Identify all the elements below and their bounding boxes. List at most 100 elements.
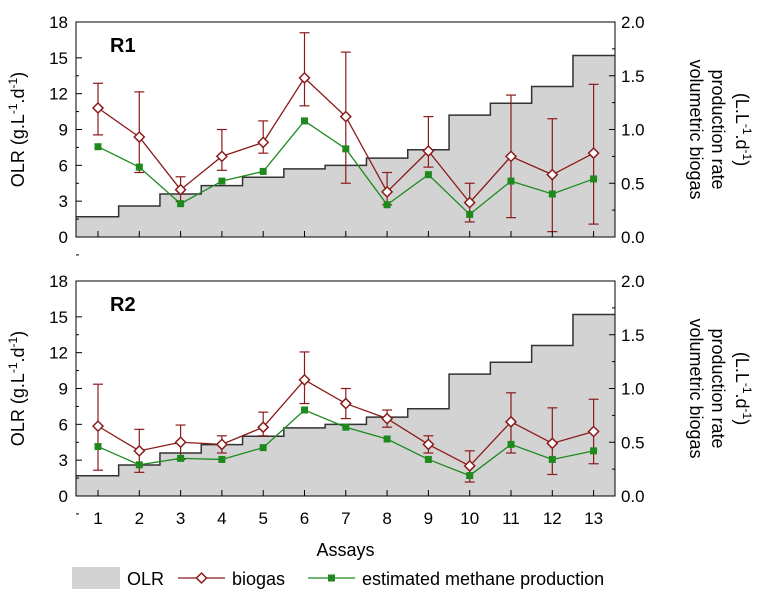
methane-point (424, 455, 432, 463)
biogas-point (174, 183, 187, 196)
left-tick-label: 3 (59, 192, 68, 211)
x-tick-label: 9 (424, 509, 433, 528)
right-axis-title-units-part: -1 (740, 124, 754, 135)
biogas-point (215, 438, 228, 451)
right-axis-title-units: (L.L-1.d-1) (732, 93, 754, 166)
methane-point (94, 143, 102, 151)
right-tick-label: 1.5 (621, 67, 645, 86)
panel-label: R1 (110, 35, 136, 57)
olr-area (76, 314, 615, 496)
x-tick-label: 13 (584, 509, 603, 528)
methane-point (548, 190, 556, 198)
left-axis-title-part: OLR (g.L (8, 373, 28, 446)
right-axis-title-line1: volumetric biogas (686, 318, 706, 458)
left-tick-label: 3 (59, 451, 68, 470)
biogas-point (381, 185, 394, 198)
legend-olr-swatch (72, 567, 120, 589)
methane-point (507, 440, 515, 448)
left-axis-title: OLR (g.L-1.d-1) (6, 72, 28, 187)
biogas-point (422, 438, 435, 451)
left-axis-title: OLR (g.L-1.d-1) (6, 331, 28, 446)
methane-point (507, 177, 515, 185)
left-tick-label: 18 (49, 272, 68, 291)
biogas-error-bar (216, 128, 227, 171)
right-tick-label: 1.0 (621, 121, 645, 140)
biogas-point (133, 444, 146, 457)
biogas-point (463, 459, 476, 472)
x-tick-label: 6 (300, 509, 309, 528)
left-tick-label: 12 (49, 344, 68, 363)
right-tick-label: 1.5 (621, 326, 645, 345)
left-tick-label: 6 (59, 415, 68, 434)
legend-methane-marker (328, 574, 335, 582)
right-axis-title-line2: production rate (708, 328, 728, 448)
methane-point (383, 435, 391, 443)
x-tick-label: 1 (93, 509, 102, 528)
legend-methane-label: estimated methane production (362, 569, 604, 589)
biogas-point (257, 136, 270, 149)
biogas-point (381, 412, 394, 425)
biogas-point (587, 147, 600, 160)
biogas-point (298, 373, 311, 386)
right-axis-title-units-part: -1 (740, 383, 754, 394)
biogas-point (257, 421, 270, 434)
legend-olr-label: OLR (127, 569, 164, 589)
legend: OLR biogas estimated methane production (72, 567, 604, 589)
methane-point (548, 455, 556, 463)
biogas-point (504, 415, 518, 428)
left-axis-title-part: -1 (6, 103, 20, 114)
panel-r1: 0 3 6 9 12 15 18 0.0 0.5 1.0 1.5 2.0 R1 (49, 13, 645, 256)
panel-r2: 0 3 6 9 12 15 18 0.0 0.5 1.0 1.5 2.0 R2 (49, 272, 645, 515)
methane-point (218, 455, 226, 463)
right-axis-title-units-part: ) (732, 419, 752, 425)
biogas-point (91, 420, 105, 433)
methane-point (135, 163, 143, 171)
biogas-point (546, 437, 559, 450)
left-axis-title-part: ) (8, 331, 28, 337)
right-tick-label: 0.0 (621, 487, 645, 506)
right-tick-label: 0.5 (621, 433, 645, 452)
methane-point (218, 177, 226, 185)
right-tick-label: 0.0 (621, 228, 645, 247)
x-tick-label: 3 (176, 509, 185, 528)
biogas-point (339, 110, 352, 123)
x-tick-label: 5 (258, 509, 267, 528)
right-axis-title-units-part: (L.L (732, 352, 752, 383)
left-axis-title-part: -1 (6, 336, 20, 347)
methane-point (94, 443, 102, 451)
right-axis-title-units-part: (L.L (732, 93, 752, 124)
left-tick-label: 15 (49, 49, 68, 68)
right-axis-title-units: (L.L-1.d-1) (732, 352, 754, 425)
biogas-point (298, 71, 311, 84)
right-tick-label: 0.5 (621, 174, 645, 193)
methane-point (590, 447, 598, 455)
right-axis-title-units-part: .d (732, 135, 752, 150)
methane-point (259, 444, 267, 452)
biogas-point (133, 130, 146, 144)
biogas-point (174, 436, 187, 449)
methane-point (342, 423, 350, 431)
biogas-point (91, 101, 105, 115)
left-tick-label: 12 (49, 85, 68, 104)
x-tick-label: 4 (217, 509, 226, 528)
right-axis-title-line2: production rate (708, 69, 728, 189)
methane-point (590, 175, 598, 183)
left-axis-title-part: -1 (6, 362, 20, 373)
methane-point (177, 454, 185, 462)
biogas-error-bar (299, 32, 310, 107)
x-tick-label: 12 (543, 509, 562, 528)
biogas-point (546, 168, 559, 181)
x-tick-label: 2 (135, 509, 144, 528)
methane-point (424, 171, 432, 179)
right-axis-title-units-part: .d (732, 394, 752, 409)
methane-point (466, 210, 474, 218)
left-axis-title-part: OLR (g.L (8, 114, 28, 187)
biogas-point (587, 425, 600, 438)
biogas-point (422, 144, 435, 158)
methane-point (301, 117, 308, 125)
left-tick-label: 0 (59, 228, 68, 247)
methane-point (301, 406, 308, 414)
left-axis-title-part: .d (8, 88, 28, 103)
left-axis-title-part: -1 (6, 77, 20, 88)
